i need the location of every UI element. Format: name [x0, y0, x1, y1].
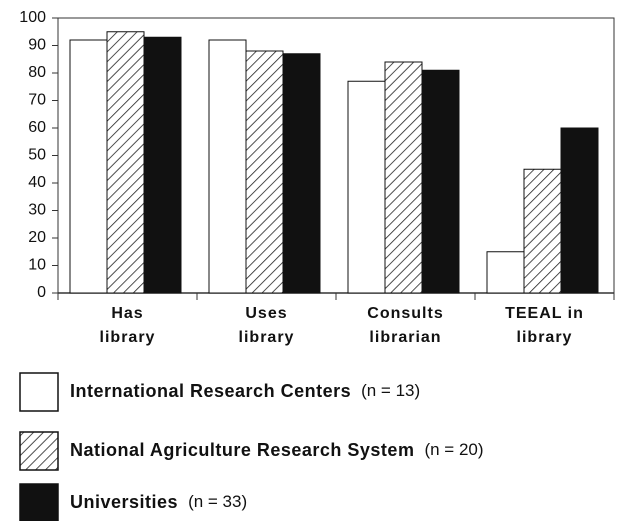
legend-label: National Agriculture Research System (n =…: [70, 440, 484, 460]
bar: [282, 53, 321, 294]
x-tick-label: librarian: [369, 329, 441, 346]
y-tick-label: 30: [28, 202, 46, 219]
x-tick-label: Consults: [367, 305, 443, 322]
bar: [143, 36, 182, 294]
bar: [421, 69, 460, 294]
x-tick-label: Has: [111, 305, 143, 322]
bar: [560, 127, 599, 294]
x-tick-label: TEEAL in: [505, 305, 584, 322]
y-tick-label: 70: [28, 92, 46, 109]
legend-name: Universities: [70, 492, 178, 512]
bar: [384, 61, 423, 294]
legend-label: Universities (n = 33): [70, 492, 247, 512]
x-tick-label: library: [100, 329, 156, 346]
bar: [106, 31, 145, 294]
y-tick-label: 50: [28, 147, 46, 164]
x-tick-label: library: [517, 329, 573, 346]
y-tick-label: 10: [28, 257, 46, 274]
legend-name: International Research Centers: [70, 381, 351, 401]
y-tick-label: 90: [28, 37, 46, 54]
y-tick-label: 40: [28, 174, 46, 191]
bar: [208, 39, 247, 294]
y-tick-label: 80: [28, 64, 46, 81]
bar: [69, 39, 108, 294]
x-tick-label: Uses: [245, 305, 287, 322]
y-tick-label: 20: [28, 229, 46, 246]
y-tick-label: 100: [19, 9, 46, 26]
legend-note: (n = 13): [361, 381, 420, 400]
bar: [245, 50, 284, 294]
bar: [486, 251, 525, 294]
y-tick-label: 0: [37, 284, 46, 301]
legend-note: (n = 20): [424, 440, 483, 459]
bar: [523, 168, 562, 294]
legend-label: International Research Centers (n = 13): [70, 381, 420, 401]
legend-note: (n = 33): [188, 492, 247, 511]
legend-name: National Agriculture Research System: [70, 440, 414, 460]
legend-swatch: [19, 372, 59, 412]
bar: [347, 80, 386, 294]
legend-swatch: [19, 431, 59, 471]
x-tick-label: library: [239, 329, 295, 346]
legend-swatch: [19, 483, 59, 521]
y-tick-label: 60: [28, 119, 46, 136]
